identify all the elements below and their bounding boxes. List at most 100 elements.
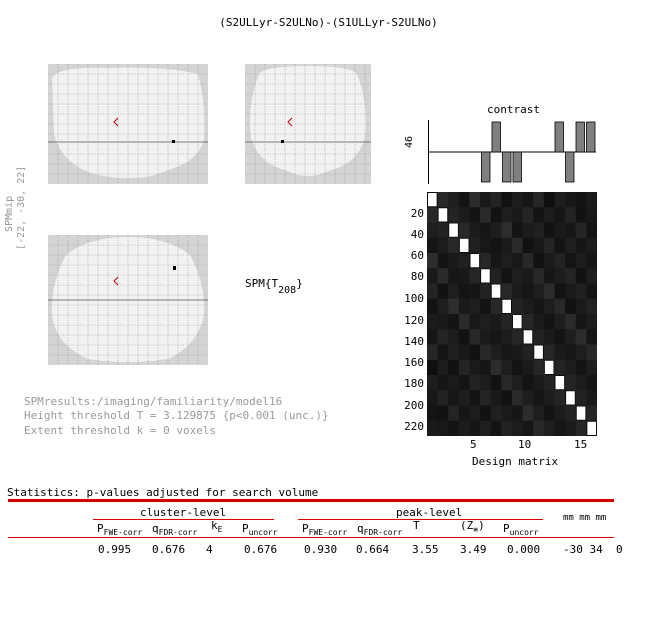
- design-matrix-cell: [427, 359, 439, 376]
- contrast-plot[interactable]: [428, 120, 596, 184]
- col-mm: mm mm mm: [563, 513, 607, 523]
- design-matrix-cell: [512, 207, 524, 223]
- design-matrix-diagonal-cell: [566, 391, 575, 405]
- design-matrix-cell: [501, 405, 513, 422]
- design-matrix-cell: [575, 222, 587, 239]
- statistics-header: Statistics: p-values adjusted for search…: [7, 486, 319, 499]
- glass-brain-sagittal[interactable]: [48, 64, 208, 184]
- design-matrix-cell: [480, 237, 492, 254]
- glass-brain-axial[interactable]: [48, 235, 208, 365]
- design-matrix-cell: [480, 329, 492, 345]
- design-matrix-cell: [448, 420, 460, 437]
- design-matrix-cell: [437, 314, 449, 330]
- design-matrix-cell: [575, 420, 587, 437]
- contrast-label: contrast: [487, 103, 540, 116]
- design-matrix-cell: [586, 237, 598, 254]
- design-matrix-cell: [512, 344, 524, 361]
- cell-p-pfwe[interactable]: 0.930: [304, 543, 338, 556]
- cell-c-ke[interactable]: 4: [206, 543, 213, 556]
- design-matrix-cell: [554, 314, 566, 330]
- cell-c-pfwe[interactable]: 0.995: [98, 543, 132, 556]
- design-matrix-cell: [501, 283, 513, 300]
- design-matrix-cell: [480, 222, 492, 239]
- design-matrix-cell: [522, 298, 534, 315]
- axial-view-svg: [48, 235, 208, 365]
- col-c-ke: kE: [211, 519, 223, 534]
- design-matrix[interactable]: [427, 192, 598, 437]
- design-matrix-cell: [522, 344, 534, 361]
- design-matrix-diagonal-cell: [459, 238, 469, 252]
- design-matrix-cell: [522, 268, 534, 284]
- design-matrix-cell: [448, 298, 460, 315]
- design-matrix-cell: [501, 375, 513, 391]
- design-matrix-cell: [490, 390, 502, 406]
- cluster-level-label: cluster-level: [140, 506, 227, 519]
- design-matrix-svg: [427, 192, 598, 437]
- contrast-ylabel: 46: [404, 135, 415, 148]
- design-matrix-cell: [575, 344, 587, 361]
- design-matrix-cell: [458, 390, 470, 406]
- design-matrix-diagonal-cell: [555, 376, 565, 390]
- design-matrix-cell: [427, 222, 439, 239]
- ytick: 180: [404, 377, 424, 390]
- design-matrix-cell: [490, 237, 502, 254]
- cell-c-punc[interactable]: 0.676: [244, 543, 278, 556]
- design-matrix-cell: [448, 314, 460, 330]
- design-matrix-cell: [490, 420, 502, 437]
- design-matrix-cell: [543, 222, 555, 239]
- design-matrix-cell: [565, 192, 577, 208]
- design-matrix-yticks: 20 40 60 80 100 120 140 160 180 200 220: [398, 192, 428, 436]
- design-matrix-cell: [480, 314, 492, 330]
- cell-p-t[interactable]: 3.55: [412, 543, 439, 556]
- design-matrix-cell: [458, 192, 470, 208]
- design-matrix-cell: [565, 344, 577, 361]
- design-matrix-cell: [575, 283, 587, 300]
- cell-c-qfdr[interactable]: 0.676: [152, 543, 186, 556]
- design-matrix-cell: [501, 222, 513, 239]
- design-matrix-cell: [543, 237, 555, 254]
- design-matrix-cell: [501, 344, 513, 361]
- design-matrix-cell: [469, 298, 481, 315]
- design-matrix-cell: [480, 283, 492, 300]
- design-matrix-cell: [522, 359, 534, 376]
- design-matrix-cell: [575, 207, 587, 223]
- peak-level-rule: [298, 519, 543, 520]
- design-matrix-cell: [575, 329, 587, 345]
- design-matrix-cell: [501, 268, 513, 284]
- ytick: 100: [404, 292, 424, 305]
- cell-coords[interactable]: -30 34 0: [563, 543, 623, 556]
- design-matrix-diagonal-cell: [470, 254, 480, 268]
- design-matrix-cell: [512, 222, 524, 239]
- design-matrix-cell: [565, 420, 577, 437]
- design-matrix-cell: [427, 329, 439, 345]
- design-matrix-cell: [427, 237, 439, 254]
- glass-brain-coronal[interactable]: [245, 64, 371, 184]
- design-matrix-cell: [554, 253, 566, 269]
- design-matrix-cell: [554, 405, 566, 422]
- ytick: 80: [410, 270, 424, 283]
- design-matrix-cell: [469, 390, 481, 406]
- design-matrix-cell: [543, 329, 555, 345]
- design-matrix-cell: [586, 207, 598, 223]
- design-matrix-cell: [458, 405, 470, 422]
- design-matrix-cell: [458, 298, 470, 315]
- cell-p-z[interactable]: 3.49: [460, 543, 487, 556]
- design-matrix-cell: [469, 329, 481, 345]
- design-matrix-cell: [501, 192, 513, 208]
- design-matrix-cell: [586, 192, 598, 208]
- design-matrix-cell: [448, 359, 460, 376]
- design-matrix-cell: [533, 405, 545, 422]
- design-matrix-cell: [469, 359, 481, 376]
- contrast-bar: [502, 151, 512, 183]
- cell-p-punc[interactable]: 0.000: [507, 543, 541, 556]
- design-matrix-cell: [437, 237, 449, 254]
- design-matrix-cell: [458, 222, 470, 239]
- design-matrix-cell: [533, 207, 545, 223]
- design-matrix-cell: [501, 359, 513, 376]
- cell-p-qfdr[interactable]: 0.664: [356, 543, 390, 556]
- design-matrix-cell: [501, 207, 513, 223]
- design-matrix-cell: [458, 329, 470, 345]
- design-matrix-cell: [490, 207, 502, 223]
- col-p-punc: Puncorr: [503, 522, 539, 537]
- design-matrix-cell: [554, 222, 566, 239]
